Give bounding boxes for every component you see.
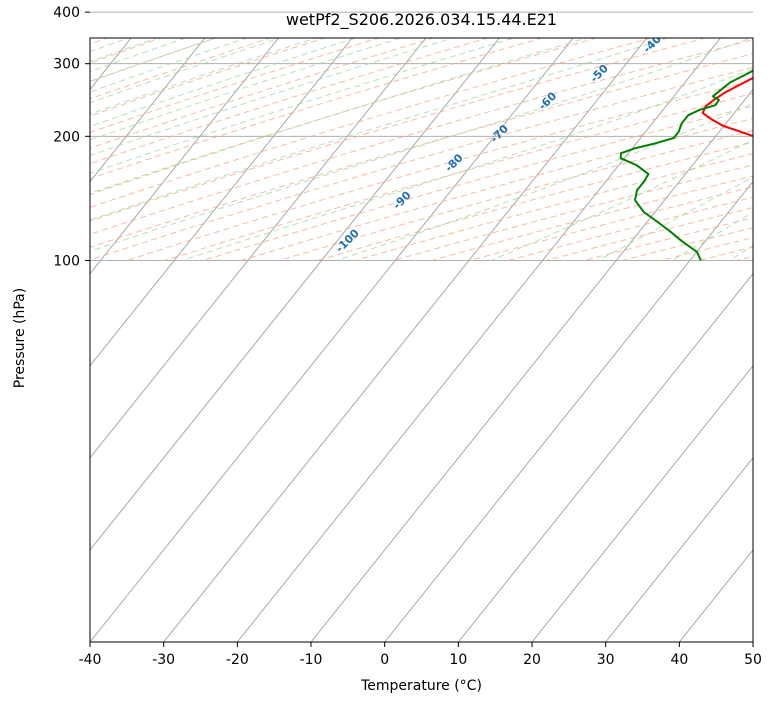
- temperature-profile-line: [701, 76, 753, 138]
- isotherm-line: [384, 180, 753, 642]
- dry-adiabat-line: [90, 38, 544, 180]
- isotherm-line: [90, 38, 500, 551]
- isotherm-lines: [0, 38, 753, 642]
- dry-adiabat-label: -70: [488, 122, 511, 145]
- dry-adiabat-label: -40: [641, 32, 664, 55]
- moist-adiabat-line: [336, 102, 753, 261]
- isotherm-line: [0, 38, 58, 642]
- dry-adiabat-line: [202, 105, 753, 261]
- moist-adiabat-line: [90, 38, 282, 104]
- adiabat-lines: [90, 38, 753, 261]
- x-tick-label: 40: [670, 652, 688, 668]
- isotherm-line: [605, 457, 753, 642]
- dry-adiabat-line: [90, 38, 381, 133]
- y-tick-label: 200: [53, 129, 80, 145]
- isotherm-line: [90, 38, 206, 183]
- moist-adiabat-line: [90, 38, 588, 196]
- plot-area: 0.10.20.40.611.52346810131620253036-100-…: [0, 0, 760, 642]
- moist-adiabat-line: [671, 211, 753, 261]
- dry-adiabat-label: -50: [588, 62, 611, 85]
- y-tick-label: 100: [53, 254, 80, 270]
- isotherm-line: [531, 364, 753, 642]
- dry-adiabat-label: -20: [737, 0, 760, 8]
- dry-adiabat-line: [90, 38, 435, 149]
- x-axis-label: Temperature (°C): [361, 678, 482, 694]
- dry-adiabat-line: [126, 79, 753, 261]
- dry-adiabat-label: -30: [690, 8, 713, 31]
- x-tick-label: 30: [597, 652, 615, 668]
- moist-adiabat-line: [90, 38, 358, 127]
- isotherm-line: [90, 38, 353, 367]
- x-tick-label: 50: [744, 652, 762, 668]
- moist-adiabat-line: [90, 38, 670, 221]
- dry-adiabat-line: [736, 256, 753, 261]
- moist-adiabat-line: [90, 38, 516, 174]
- moist-adiabat-line: [597, 176, 753, 261]
- chart-title: wetPf2_S206.2026.034.15.44.E21: [285, 10, 558, 29]
- dry-adiabat-line: [469, 186, 753, 261]
- y-tick-label: 400: [53, 5, 80, 21]
- x-tick-label: -30: [152, 652, 175, 668]
- y-tick-label: 300: [53, 57, 80, 73]
- x-tick-label: 0: [380, 652, 389, 668]
- dry-adiabat-label: -100: [333, 226, 362, 255]
- dry-adiabat-line: [90, 38, 272, 100]
- axes: -40-30-20-100102030405010020030040050060…: [53, 5, 762, 668]
- isotherm-line: [90, 38, 574, 642]
- x-tick-label: -20: [226, 652, 249, 668]
- isotherm-line: [163, 38, 648, 642]
- x-tick-label: -40: [79, 652, 102, 668]
- dry-adiabat-label: -90: [390, 188, 413, 211]
- isotherm-line: [457, 272, 753, 642]
- isotherm-line: [310, 88, 753, 642]
- x-tick-label: 10: [449, 652, 467, 668]
- isotherm-line: [236, 38, 721, 642]
- isotherm-line: [752, 641, 753, 642]
- dry-adiabat-label: -80: [442, 151, 465, 174]
- dry-adiabat-line: [90, 38, 653, 208]
- dry-adiabat-line: [90, 53, 753, 248]
- moist-adiabat-line: [90, 38, 753, 252]
- plot-frame: [89, 37, 754, 643]
- isotherm-line: [90, 38, 279, 275]
- moist-adiabat-line: [181, 68, 753, 261]
- x-tick-label: 20: [523, 652, 541, 668]
- isotherm-line: [90, 38, 427, 459]
- dry-adiabat-line: [90, 38, 708, 222]
- dry-adiabat-line: [660, 236, 753, 261]
- profile-lines: [619, 69, 753, 261]
- x-tick-label: -10: [300, 652, 323, 668]
- dewpoint-profile-line: [619, 69, 753, 261]
